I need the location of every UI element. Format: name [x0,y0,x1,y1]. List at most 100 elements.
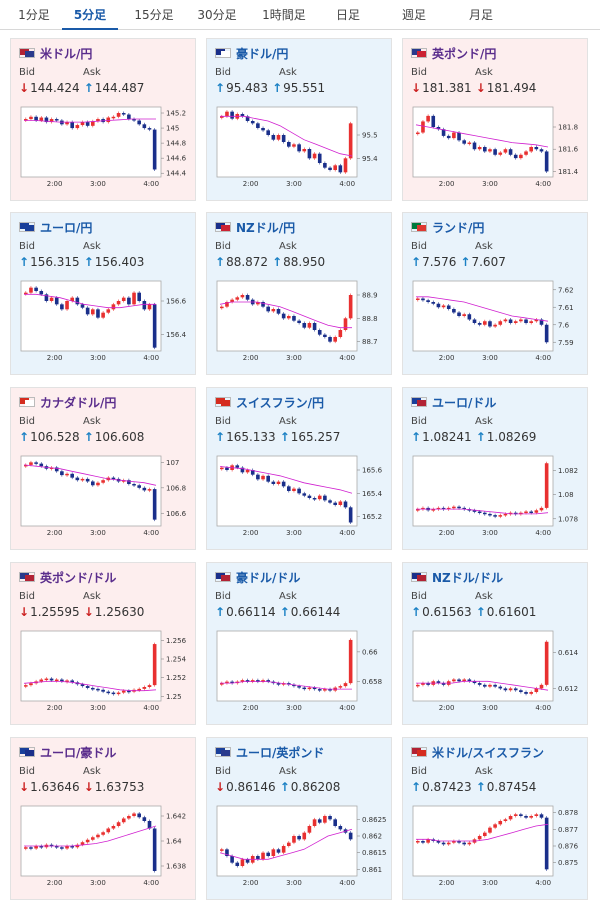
pair-name-link[interactable]: ユーロ/英ポンド [236,745,325,760]
candlestick-chart[interactable]: 88.9 88.8 88.7 2:00 3:00 4:00 [215,280,385,371]
candle [338,165,343,173]
bid-value: 1.63646 [30,780,80,794]
candlestick-chart[interactable]: 0.878 0.877 0.876 0.875 2:00 3:00 4:00 [411,805,581,896]
candle [457,506,461,509]
tab-1[interactable]: 5分足 [58,0,122,30]
y-tick-label: 88.9 [362,292,378,300]
x-tick-label: 3:00 [482,354,498,362]
candle [524,319,528,323]
candle [60,471,64,476]
bid-label: Bid [411,766,427,777]
candlestick-chart[interactable]: 0.66 0.658 2:00 3:00 4:00 [215,630,385,721]
rate-card[interactable]: ユーロ/豪ドル Bid Ask ↓1.63646 ↓1.63753 1.642 1.64 1.… [10,737,196,900]
candle [65,301,69,310]
x-tick-label: 3:00 [90,529,106,537]
pair-name-link[interactable]: 豪ドル/ドル [236,570,301,585]
candle [91,837,95,840]
up-arrow-icon: ↑ [411,255,422,269]
tab-3[interactable]: 30分足 [197,8,237,22]
candle [513,814,518,816]
candlestick-chart[interactable]: 0.8625 0.862 0.8615 0.861 2:00 3:00 4:00 [215,805,387,896]
pair-name-link[interactable]: ランド/円 [432,220,485,235]
candlestick-chart[interactable]: 165.6 165.4 165.2 2:00 3:00 4:00 [215,455,385,546]
candle [132,292,136,305]
candlestick-chart[interactable]: 1.082 1.08 1.078 2:00 3:00 4:00 [411,455,581,546]
candlestick-chart[interactable]: 7.62 7.61 7.6 7.59 2:00 3:00 4:00 [411,280,581,371]
candle [80,304,85,308]
candle [457,312,461,316]
candle [137,688,141,691]
pair-name-link[interactable]: スイスフラン/円 [236,395,325,410]
candle [483,512,487,515]
candle [513,321,518,323]
candle [75,844,80,848]
price-labels: Bid Ask [215,766,383,778]
candle [271,309,276,312]
moving-average-line [416,680,549,691]
pair-name-link[interactable]: カナダドル/円 [40,395,117,410]
x-tick-label: 4:00 [143,879,159,887]
rate-card[interactable]: ユーロ/英ポンド Bid Ask ↓0.86146 ↑0.86208 0.8625 0.86… [206,737,392,900]
up-arrow-icon: ↑ [215,430,226,444]
pair-name-link[interactable]: 米ドル/スイスフラン [432,745,545,760]
ask-label: Ask [83,241,101,252]
rate-card[interactable]: ユーロ/ドル Bid Ask ↑1.08241 ↑1.08269 1.082 1.08 1.0… [402,387,588,550]
rate-card[interactable]: ランド/円 Bid Ask ↑7.576 ↑7.607 7.62 7.61 7.6 7.59 2:… [402,212,588,375]
pair-name-link[interactable]: 英ポンド/円 [432,46,497,61]
candle [477,683,482,685]
pair-name-link[interactable]: ユーロ/豪ドル [40,745,117,760]
candlestick-chart[interactable]: 0.614 0.612 2:00 3:00 4:00 [411,630,581,721]
candle [287,486,291,491]
candlestick-chart[interactable]: 181.8 181.6 181.4 2:00 3:00 4:00 [411,106,581,197]
rate-card[interactable]: 豪ドル/ドル Bid Ask ↑0.66114 ↑0.66144 0.66 0.658 2:0… [206,562,392,725]
candle [39,679,44,682]
rate-card[interactable]: スイスフラン/円 Bid Ask ↑165.133 ↑165.257 165.6 165.4… [206,387,392,550]
pair-name-link[interactable]: 英ポンド/ドル [40,570,117,585]
pair-name-link[interactable]: 米ドル/円 [40,46,93,61]
y-tick-label: 1.256 [166,637,187,645]
tab-0[interactable]: 1分足 [18,8,50,22]
rate-card[interactable]: 米ドル/スイスフラン Bid Ask ↑0.87423 ↑0.87454 0.878 0.8… [402,737,588,900]
candle [80,842,85,845]
candle [147,128,152,130]
ask-label: Ask [475,591,493,602]
tab-2[interactable]: 15分足 [134,8,174,22]
tab-5[interactable]: 日足 [335,8,360,22]
rate-card[interactable]: ユーロ/円 Bid Ask ↑156.315 ↑156.403 156.6 156.4 2:0… [10,212,196,375]
y-tick-label: 107 [166,459,179,467]
rate-card[interactable]: NZドル/円 Bid Ask ↑88.872 ↑88.950 88.9 88.8 88.7 2:… [206,212,392,375]
rate-card[interactable]: カナダドル/円 Bid Ask ↑106.528 ↑106.608 107 106.8 106… [10,387,196,550]
pair-name-link[interactable]: ユーロ/円 [40,220,93,235]
candlestick-chart[interactable]: 145.2 145 144.8 144.6 144.4 2:00 3:00 4:00 [19,106,189,197]
tab-6[interactable]: 週足 [401,8,426,22]
candle [245,859,250,863]
tab-7[interactable]: 月足 [468,8,493,22]
candle [297,320,301,323]
candle [70,846,74,848]
rate-card[interactable]: 英ポンド/ドル Bid Ask ↓1.25595 ↓1.25630 1.256 1.254 1… [10,562,196,725]
rate-card[interactable]: NZドル/ドル Bid Ask ↑0.61563 ↑0.61601 0.614 0.612 2… [402,562,588,725]
pair-name-link[interactable]: NZドル/ドル [432,570,504,585]
rate-card[interactable]: 英ポンド/円 Bid Ask ↓181.381 ↓181.494 181.8 181.6 18… [402,38,588,201]
pair-name-link[interactable]: NZドル/円 [236,220,296,235]
pair-name-link[interactable]: ユーロ/ドル [432,395,497,410]
candle [519,690,523,693]
candlestick-chart[interactable]: 1.642 1.64 1.638 2:00 3:00 4:00 [19,805,189,896]
candle [132,119,136,121]
candle [70,297,74,301]
rate-card[interactable]: 米ドル/円 Bid Ask ↓144.424 ↑144.487 145.2 145 144.8… [10,38,196,201]
candlestick-chart[interactable]: 107 106.8 106.6 2:00 3:00 4:00 [19,455,189,546]
candlestick-chart[interactable]: 156.6 156.4 2:00 3:00 4:00 [19,280,189,371]
candle [472,319,477,323]
x-tick-label: 2:00 [47,180,63,188]
candle [220,683,224,685]
rate-card[interactable]: 豪ドル/円 Bid Ask ↑95.483 ↑95.551 95.5 95.4 2:00 3:0… [206,38,392,201]
candle [529,692,533,694]
x-tick-label: 4:00 [143,704,159,712]
candle [544,817,549,870]
candlestick-chart[interactable]: 95.5 95.4 2:00 3:00 4:00 [215,106,385,197]
pair-name-link[interactable]: 豪ドル/円 [236,46,289,61]
candlestick-chart[interactable]: 1.256 1.254 1.252 1.25 2:00 3:00 4:00 [19,630,189,721]
tab-4[interactable]: 1時間足 [262,8,306,22]
x-tick-label: 4:00 [339,879,355,887]
